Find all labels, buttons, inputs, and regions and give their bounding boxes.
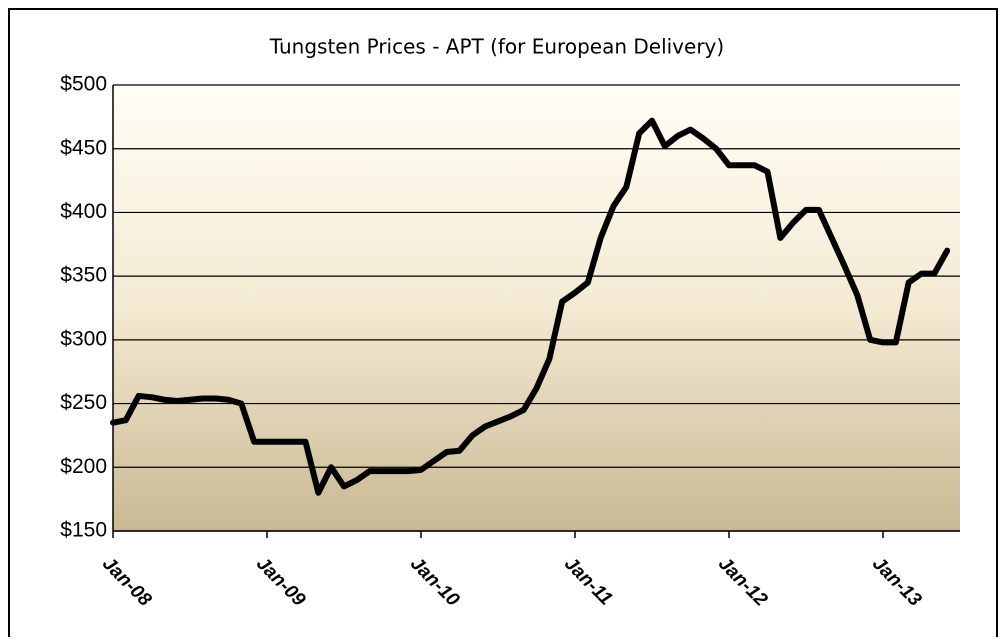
plot-area — [113, 85, 960, 531]
y-tick-label: $400 — [60, 200, 107, 223]
y-tick-label: $300 — [60, 327, 107, 350]
y-tick-label: $250 — [60, 391, 107, 414]
y-tick-label: $200 — [60, 455, 107, 478]
price-line — [110, 117, 951, 496]
chart-title: Tungsten Prices - APT (for European Deli… — [269, 35, 724, 59]
y-tick-label: $150 — [60, 519, 107, 542]
y-tick-label: $500 — [60, 73, 107, 96]
y-tick-label: $350 — [60, 264, 107, 287]
y-tick-label: $450 — [60, 136, 107, 159]
